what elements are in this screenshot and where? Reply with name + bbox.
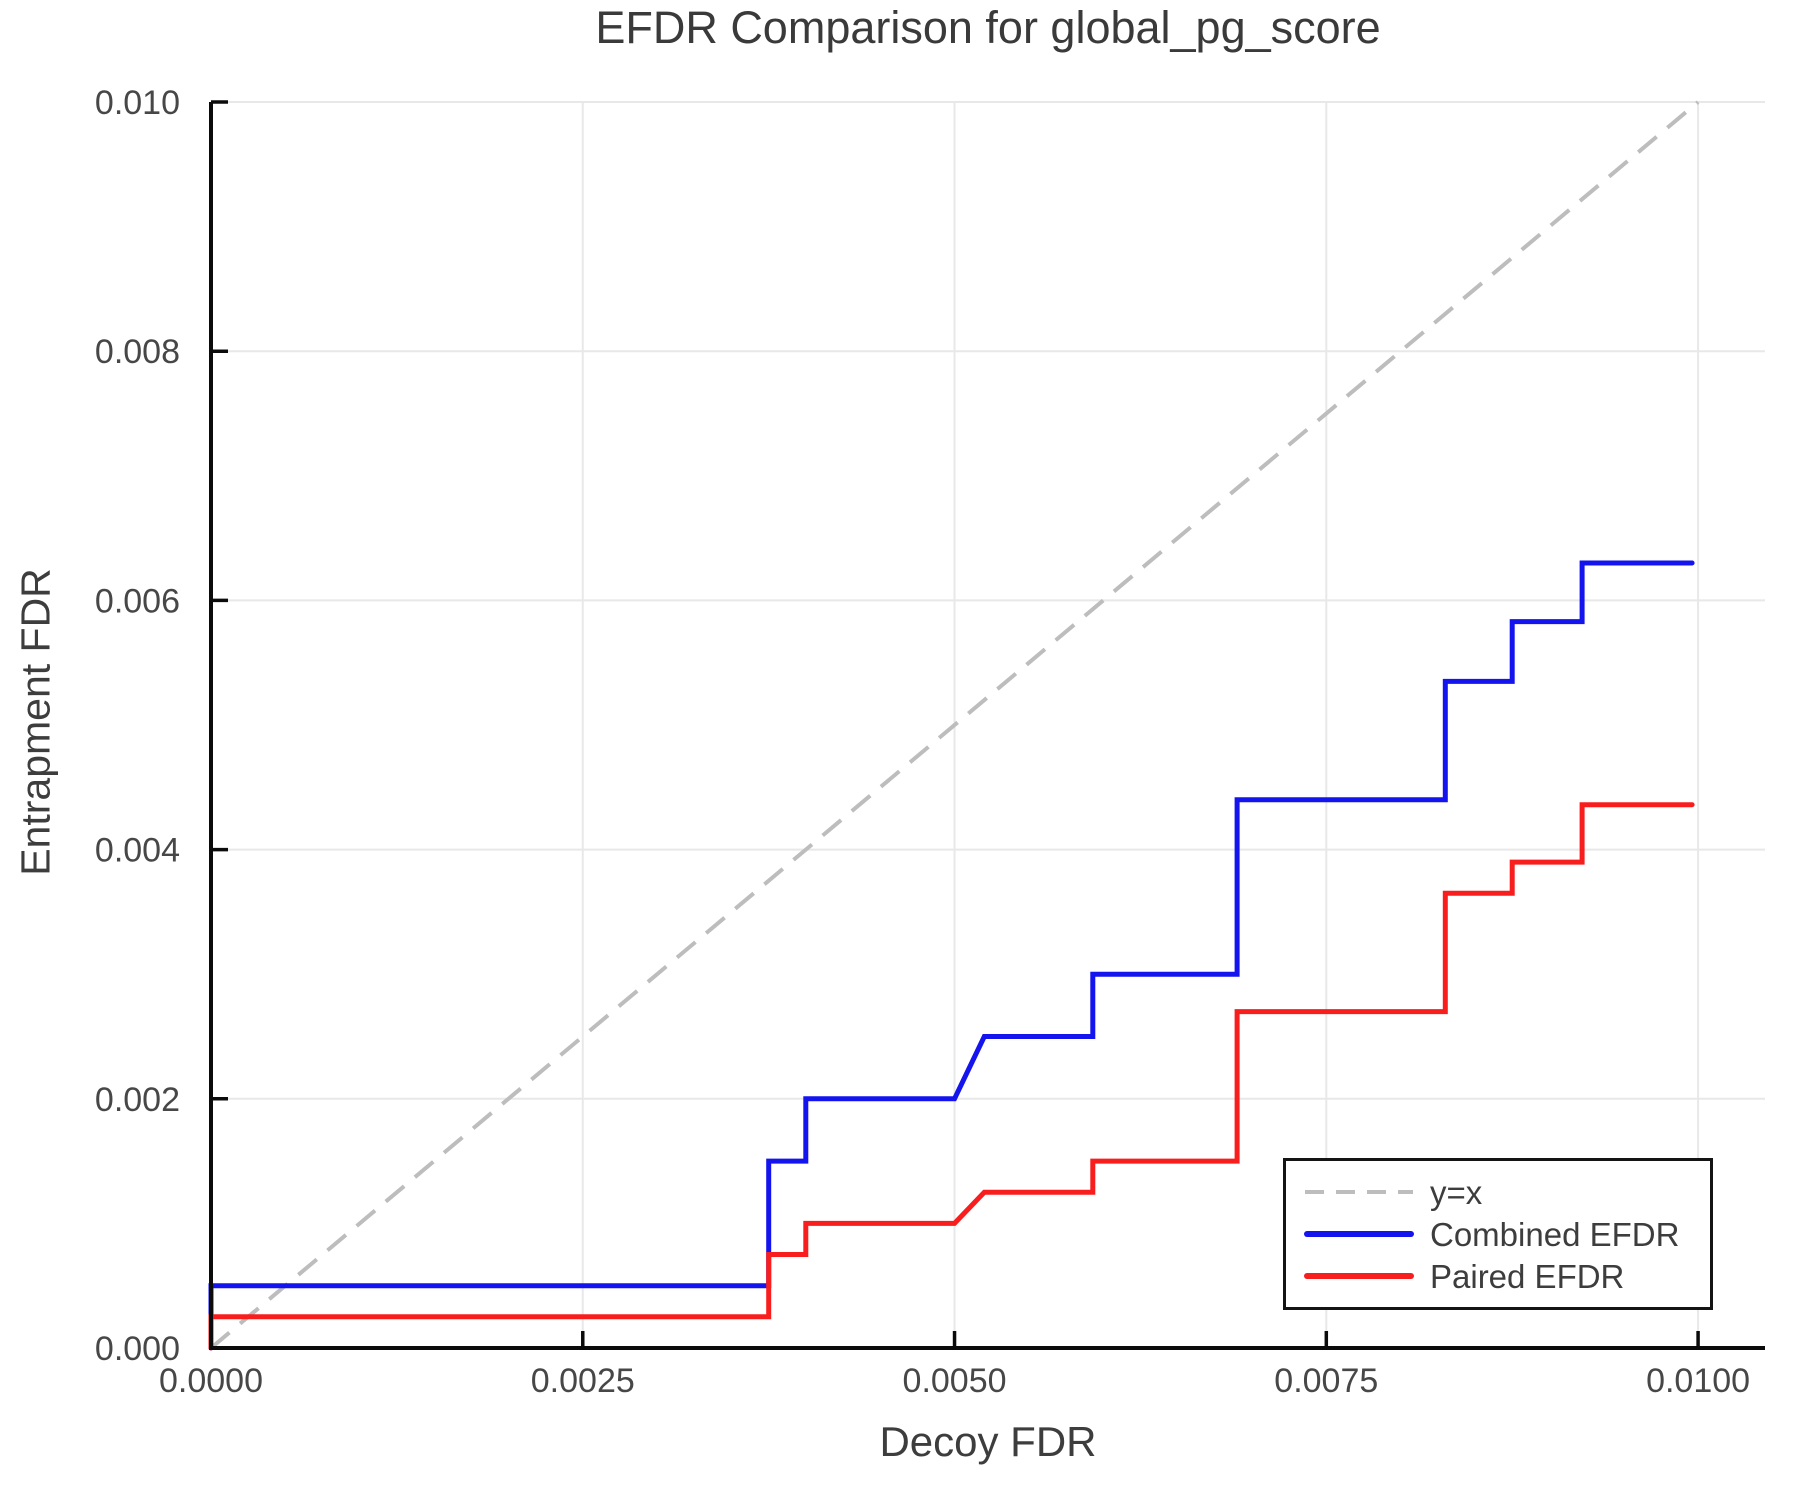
series-line-combined-efdr [208,560,1695,1351]
series-line-y-x [209,100,1700,1350]
legend-label-y-equals-x: y=x [1430,1173,1483,1211]
legend-label-combined-efdr: Combined EFDR [1430,1215,1680,1253]
x-tick-label: 0.0100 [1646,1362,1750,1400]
legend-item-combined-efdr: Combined EFDR [1303,1216,1710,1253]
y-tick-label: 0.002 [95,1081,180,1119]
legend-item-y-equals-x: y=x [1303,1174,1710,1211]
y-tick-label: 0.000 [95,1330,180,1368]
legend-item-paired-efdr: Paired EFDR [1303,1258,1710,1295]
y-tick-label: 0.010 [95,84,180,122]
x-tick-label: 0.0000 [159,1362,263,1400]
series-lines [208,100,1700,1351]
blue-line-sample-icon [1304,1231,1414,1237]
axis-spines [209,102,1765,1350]
dashed-line-sample-icon [1305,1190,1413,1194]
y-tick-label: 0.008 [95,333,180,371]
tick-labels: 0.0000 0.0025 0.0050 0.0075 0.0100 0.000 0.002… [95,84,1750,1400]
x-axis-label: Decoy FDR [879,1418,1097,1465]
chart-title: EFDR Comparison for global_pg_score [595,2,1381,53]
y-tick-label: 0.004 [95,832,180,870]
x-tick-label: 0.0025 [531,1362,635,1400]
y-tick-label: 0.006 [95,582,180,620]
gridlines [211,101,1765,1348]
x-tick-label: 0.0075 [1274,1362,1378,1400]
red-line-sample-icon [1304,1273,1414,1279]
series-line-paired-efdr [208,802,1695,1351]
legend-label-paired-efdr: Paired EFDR [1430,1257,1625,1295]
legend: y=x Combined EFDR Paired EFDR [1283,1158,1713,1310]
x-tick-label: 0.0050 [903,1362,1007,1400]
tick-marks [209,100,1700,1350]
